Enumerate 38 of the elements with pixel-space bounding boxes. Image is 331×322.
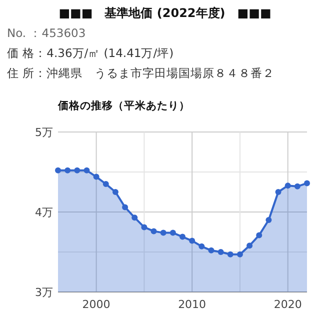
point	[170, 230, 176, 236]
text: No. ：453603	[7, 26, 86, 40]
point	[275, 189, 282, 195]
chart-subtitle: 価格の推移（平米あたり）	[57, 99, 190, 112]
point	[294, 183, 300, 190]
y-tick-label: 4万	[35, 206, 53, 219]
point	[141, 224, 148, 230]
point	[189, 238, 196, 244]
point	[208, 247, 214, 254]
point	[246, 242, 253, 249]
text: 住 所：沖縄県 うるま市字田場国場原８４８番２	[6, 66, 275, 80]
point	[122, 204, 128, 210]
point	[266, 217, 272, 223]
point	[256, 232, 262, 238]
chart-title: ■■■ 基準地価 (2022年度) ■■■	[58, 6, 272, 20]
y-tick-label: 3万	[35, 286, 53, 299]
y-tick-label: 5万	[35, 126, 53, 139]
point	[93, 174, 100, 180]
text: 価 格：4.36万/㎡ (14.41万/坪)	[7, 46, 174, 60]
point	[236, 251, 243, 258]
point	[55, 167, 61, 174]
x-tick-label: 2000	[82, 298, 110, 311]
point	[74, 167, 80, 174]
point	[198, 243, 205, 250]
point	[227, 251, 234, 258]
point	[64, 167, 71, 174]
point	[218, 249, 224, 255]
point	[102, 181, 109, 187]
x-tick-label: 2010	[178, 298, 206, 311]
point	[180, 234, 186, 240]
point	[84, 167, 90, 174]
point	[112, 189, 118, 195]
point	[150, 228, 157, 234]
point	[132, 214, 138, 221]
point	[304, 180, 310, 186]
x-tick-label: 2020	[274, 298, 302, 311]
point	[160, 230, 166, 236]
point	[284, 182, 291, 189]
